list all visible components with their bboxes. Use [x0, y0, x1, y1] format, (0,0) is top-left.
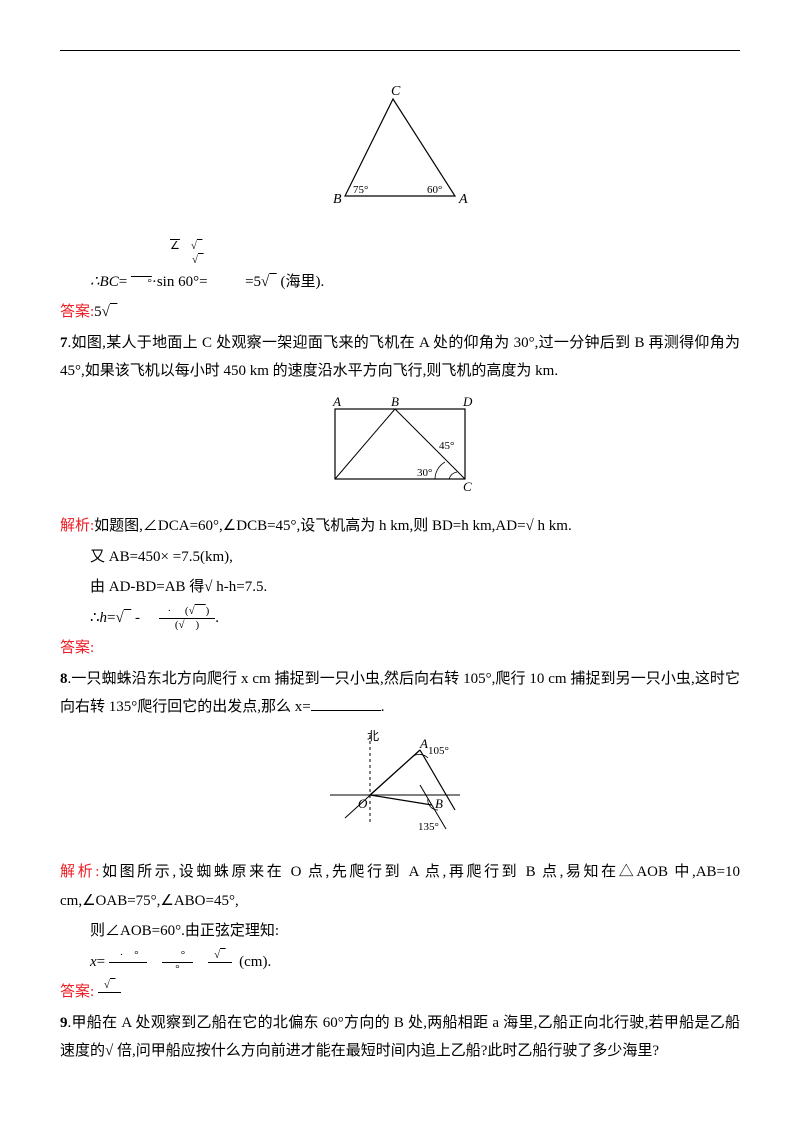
angle-60: 60°: [427, 184, 442, 196]
q8-line2: 则∠AOB=60°.由正弦定理知:: [60, 917, 740, 946]
eq-fragment-top: ∠ √: [60, 240, 740, 252]
analysis-8: 解析:如图所示,设蜘蛛原来在 O 点,先爬行到 A 点,再爬行到 B 点,易知在…: [60, 858, 740, 915]
q7-line2: 又 AB=450× =7.5(km),: [60, 543, 740, 572]
label-a3: A: [419, 736, 428, 751]
analysis-7: 解析:如题图,∠DCA=60°,∠DCB=45°,设飞机高为 h km,则 BD…: [60, 512, 740, 541]
label-d: D: [462, 394, 473, 409]
answer-7: 答案:: [60, 634, 740, 663]
figure-triangle-abc: C B A 75° 60°: [60, 81, 740, 232]
answer-label-8: 答案:: [60, 984, 94, 1000]
eq-bc: ∴BC= °·sin 60°= =5√ (海里).: [60, 268, 740, 297]
q8-line3: x= · ° ° ° √ (cm).: [60, 948, 740, 977]
angle-45: 45°: [439, 440, 454, 452]
eq-fragment-mid: √: [60, 254, 740, 266]
q7-line4: ∴h=√ - · (√ ) (√ ) .: [60, 604, 740, 633]
answer-6: 答案:5√: [60, 298, 740, 327]
analysis-label-1: 解析:: [60, 518, 94, 534]
label-b3: B: [435, 796, 443, 811]
analysis-label-2: 解析:: [60, 864, 99, 880]
top-rule: [60, 50, 740, 51]
angle-30: 30°: [417, 467, 432, 479]
label-c: C: [391, 84, 401, 99]
figure-rect-acd: A B D C 45° 30°: [60, 394, 740, 505]
label-north: 北: [367, 730, 379, 743]
label-b2: B: [391, 394, 399, 409]
question-9: 9.甲船在 A 处观察到乙船在它的北偏东 60°方向的 B 处,两船相距 a 海…: [60, 1009, 740, 1066]
blank-8: [311, 695, 381, 711]
angle-105: 105°: [428, 745, 449, 757]
label-a: A: [458, 192, 468, 207]
label-b: B: [333, 192, 342, 207]
answer-label-7: 答案:: [60, 640, 94, 656]
label-c2: C: [463, 479, 472, 494]
question-8: 8.一只蜘蛛沿东北方向爬行 x cm 捕捉到一只小虫,然后向右转 105°,爬行…: [60, 665, 740, 722]
answer-label: 答案:: [60, 304, 94, 320]
figure-spider: 北 A B O 105° 135°: [60, 730, 740, 851]
angle-135: 135°: [418, 821, 439, 833]
label-o: O: [358, 796, 368, 811]
label-a2: A: [332, 394, 341, 409]
q7-line3: 由 AD-BD=AB 得√ h-h=7.5.: [60, 573, 740, 602]
answer-8: 答案: √: [60, 978, 740, 1007]
question-7: 7.如图,某人于地面上 C 处观察一架迎面飞来的飞机在 A 处的仰角为 30°,…: [60, 329, 740, 386]
angle-75: 75°: [353, 184, 368, 196]
